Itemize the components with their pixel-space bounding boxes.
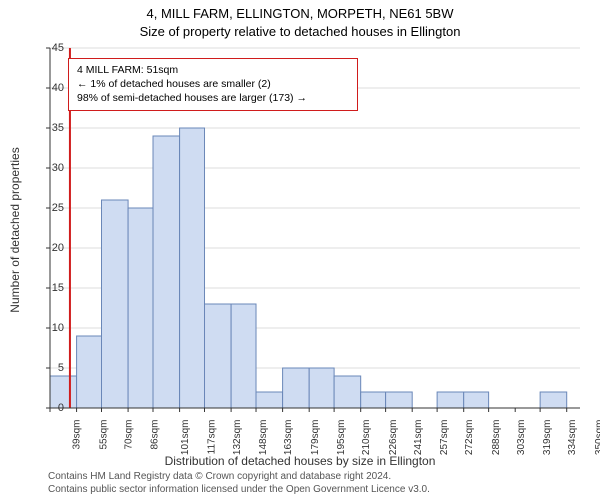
x-tick-label: 39sqm <box>72 420 83 450</box>
x-tick-label: 86sqm <box>150 420 161 450</box>
y-tick-label: 40 <box>36 82 64 94</box>
x-tick-label: 195sqm <box>336 420 347 456</box>
x-tick-label: 55sqm <box>98 420 109 450</box>
x-tick-label: 350sqm <box>594 420 600 456</box>
y-tick-label: 25 <box>36 202 64 214</box>
y-tick-label: 15 <box>36 282 64 294</box>
x-tick-label: 101sqm <box>180 420 191 456</box>
x-tick-label: 319sqm <box>542 420 553 456</box>
chart-container: 4, MILL FARM, ELLINGTON, MORPETH, NE61 5… <box>0 0 600 500</box>
attribution-line2: Contains public sector information licen… <box>48 484 430 497</box>
chart-title-line2: Size of property relative to detached ho… <box>0 24 600 39</box>
x-tick-label: 288sqm <box>491 420 502 456</box>
x-tick-label: 241sqm <box>413 420 424 456</box>
y-tick-label: 30 <box>36 162 64 174</box>
y-axis-label: Number of detached properties <box>8 65 22 230</box>
y-tick-label: 5 <box>36 362 64 374</box>
attribution-text: Contains HM Land Registry data © Crown c… <box>48 471 430 496</box>
x-tick-label: 148sqm <box>258 420 269 456</box>
y-tick-label: 10 <box>36 322 64 334</box>
x-tick-label: 210sqm <box>361 420 372 456</box>
x-axis-label: Distribution of detached houses by size … <box>0 454 600 468</box>
x-tick-label: 70sqm <box>123 420 134 450</box>
info-box-line3: 98% of semi-detached houses are larger (… <box>77 91 349 105</box>
x-tick-label: 257sqm <box>439 420 450 456</box>
info-box-line1: 4 MILL FARM: 51sqm <box>77 63 349 77</box>
x-tick-label: 117sqm <box>206 420 217 455</box>
x-tick-label: 303sqm <box>516 420 527 456</box>
y-tick-label: 20 <box>36 242 64 254</box>
y-tick-label: 45 <box>36 42 64 54</box>
y-tick-label: 35 <box>36 122 64 134</box>
x-tick-label: 179sqm <box>310 420 321 456</box>
x-tick-label: 226sqm <box>388 420 399 456</box>
info-box: 4 MILL FARM: 51sqm ← 1% of detached hous… <box>68 58 358 111</box>
x-tick-label: 163sqm <box>283 420 294 456</box>
y-tick-label: 0 <box>36 402 64 414</box>
x-tick-label: 132sqm <box>232 420 243 456</box>
x-tick-label: 334sqm <box>567 420 578 456</box>
info-box-line2: ← 1% of detached houses are smaller (2) <box>77 77 349 91</box>
chart-title-line1: 4, MILL FARM, ELLINGTON, MORPETH, NE61 5… <box>0 6 600 21</box>
attribution-line1: Contains HM Land Registry data © Crown c… <box>48 471 430 484</box>
x-tick-label: 272sqm <box>464 420 475 456</box>
